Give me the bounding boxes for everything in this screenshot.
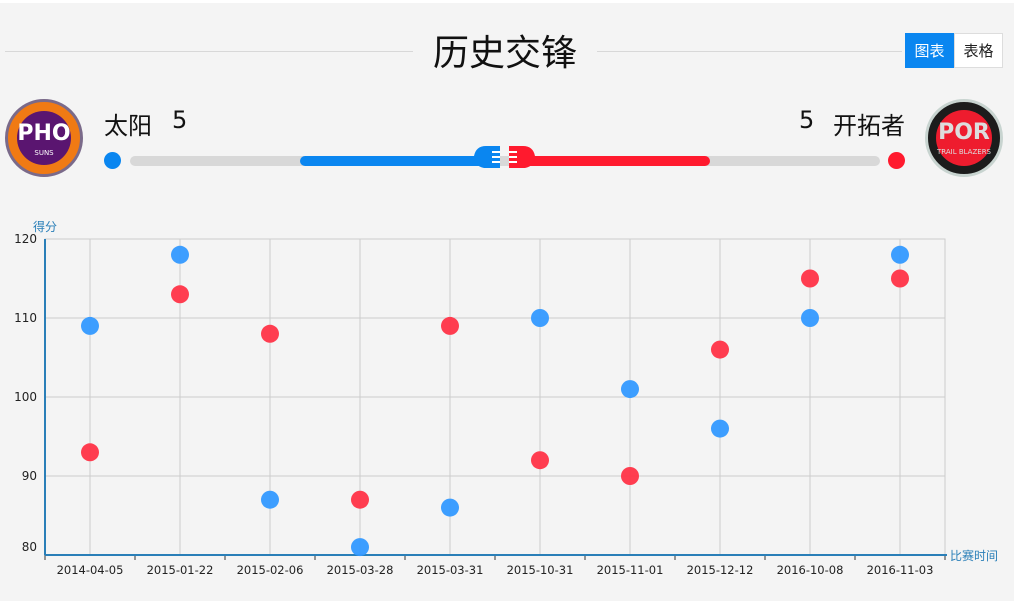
away-team-logo: POR TRAIL BLAZERS: [925, 99, 1003, 177]
table-view-button[interactable]: 表格: [954, 33, 1003, 68]
away-team-name: 开拓者: [833, 112, 905, 140]
home-score-point: [261, 490, 279, 509]
away-color-dot: [888, 152, 905, 169]
home-score-point: [81, 316, 99, 335]
top-strip: [0, 0, 1014, 3]
home-score-point: [351, 538, 369, 557]
home-team-wins: 5: [172, 106, 188, 134]
x-tick-label: 2015-12-12: [687, 563, 754, 577]
home-logo-sub: SUNS: [34, 149, 54, 157]
x-tick-label: 2015-02-06: [237, 563, 304, 577]
home-score-point: [531, 309, 549, 327]
home-fist-icon: [474, 146, 500, 168]
home-score-point: [711, 419, 729, 438]
away-win-bar: [510, 156, 710, 166]
win-ratio-track: [130, 156, 880, 166]
home-team-name: 太阳: [104, 112, 152, 140]
away-logo-sub: TRAIL BLAZERS: [936, 148, 991, 156]
title-divider-left: [5, 51, 413, 52]
away-score-point: [711, 340, 729, 359]
x-tick-label: 2015-10-31: [507, 563, 574, 577]
title-divider-right: [597, 51, 902, 52]
home-logo-text: PHO: [17, 121, 71, 146]
away-score-point: [801, 269, 819, 288]
y-tick-label: 90: [22, 469, 37, 483]
x-tick-label: 2016-10-08: [777, 563, 844, 577]
x-tick-label: 2015-11-01: [597, 563, 664, 577]
x-tick-label: 2015-01-22: [147, 563, 214, 577]
away-score-point: [531, 451, 549, 470]
y-tick-label: 80: [22, 540, 37, 554]
away-score-point: [81, 443, 99, 462]
home-score-point: [621, 380, 639, 399]
home-color-dot: [104, 152, 121, 169]
home-score-point: [891, 245, 909, 264]
away-score-point: [351, 490, 369, 509]
away-fist-icon: [509, 146, 535, 168]
x-tick-label: 2015-03-31: [417, 563, 484, 577]
x-tick-label: 2016-11-03: [867, 563, 934, 577]
away-score-point: [261, 324, 279, 343]
x-axis-title: 比赛时间: [950, 548, 998, 563]
x-tick-label: 2014-04-05: [57, 563, 124, 577]
away-score-point: [621, 467, 639, 485]
away-team-wins: 5: [799, 106, 815, 134]
home-score-point: [441, 498, 459, 517]
y-axis-title: 得分: [33, 219, 57, 234]
away-logo-text: POR: [938, 120, 990, 145]
home-score-point: [801, 309, 819, 327]
page-title: 历史交锋: [432, 33, 577, 74]
view-toggle: 图表 表格: [905, 33, 1003, 68]
chart-view-button[interactable]: 图表: [905, 33, 954, 68]
away-score-point: [441, 316, 459, 335]
home-score-point: [171, 245, 189, 264]
y-tick-label: 100: [14, 390, 37, 404]
y-tick-label: 120: [14, 232, 37, 246]
y-tick-label: 110: [14, 311, 37, 325]
away-score-point: [171, 285, 189, 304]
x-tick-label: 2015-03-28: [327, 563, 394, 577]
home-win-bar: [300, 156, 500, 166]
home-team-logo: PHO SUNS: [5, 99, 83, 177]
away-score-point: [891, 269, 909, 288]
